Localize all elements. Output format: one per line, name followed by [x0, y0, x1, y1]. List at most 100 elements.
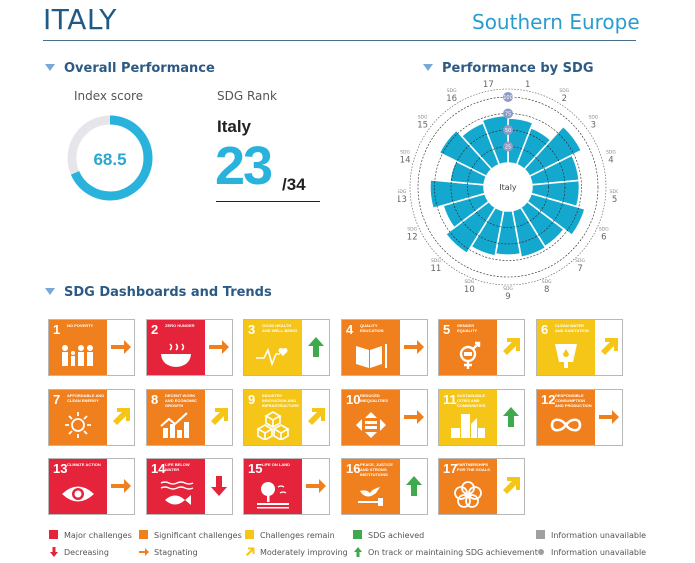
rank-country: Italy	[217, 117, 252, 136]
sdg-card-13[interactable]: 13 Climate action	[48, 458, 135, 515]
orange-swatch	[139, 530, 148, 539]
country-title: ITALY	[43, 3, 117, 36]
region-title: Southern Europe	[472, 10, 640, 34]
sdg-card-17[interactable]: 17 Partnerships for the goals	[438, 458, 525, 515]
sdg-polar-chart: Italy255075100SDG1SDG2SDG3SDG4SDG5SDG6SD…	[398, 78, 618, 300]
grid-ring-100	[417, 96, 599, 278]
sdg-axis-label-13: SDG13	[398, 189, 407, 205]
sdg-card-6[interactable]: 6 Clean water and sanitation	[536, 319, 623, 376]
rings-icon	[454, 481, 482, 508]
dove-icon	[358, 487, 383, 506]
sdg-card-16[interactable]: 16 Peace, justice and strong institution…	[341, 458, 428, 515]
down-arrow-icon	[50, 547, 58, 557]
sdg-title: Good health and well-being	[262, 323, 298, 333]
sdg-title: Affordable and clean energy	[67, 393, 105, 403]
legend-stagnating-label: Stagnating	[154, 548, 198, 557]
sdg-card-7[interactable]: 7 Affordable and clean energy	[48, 389, 135, 446]
triangle-icon	[45, 64, 55, 71]
sdg-card-1[interactable]: 1 No poverty	[48, 319, 135, 376]
sdg-card-14[interactable]: 14 Life below water	[146, 458, 233, 515]
legend-major: Major challenges	[49, 530, 132, 540]
legend-unavailable-dot-label: Information unavailable	[551, 548, 647, 557]
sdg-tile: 10 Reduced inequalities	[342, 390, 400, 445]
sdg-number: 14	[400, 156, 411, 166]
index-score-label: Index score	[74, 89, 144, 103]
sdg-card-12[interactable]: 12 Responsible consumption and productio…	[536, 389, 623, 446]
sdg-tile: 6 Clean water and sanitation	[537, 320, 595, 375]
sdg-number: 4	[346, 322, 354, 337]
legend-improving: Moderately improving	[245, 547, 348, 557]
sdg-card-8[interactable]: 8 Decent work and economic growth	[146, 389, 233, 446]
rank-total: /34	[282, 175, 306, 194]
legend-decreasing: Decreasing	[49, 547, 109, 557]
sdg-tile: 1 No poverty	[49, 320, 107, 375]
sdg-card-10[interactable]: 10 Reduced inequalities	[341, 389, 428, 446]
sun-icon	[65, 412, 91, 438]
sdg-prefix: SDG	[447, 88, 457, 94]
header-divider	[43, 40, 636, 41]
legend-unavailable-label: Information unavailable	[551, 531, 647, 540]
right-arrow-icon	[404, 340, 424, 354]
grid-ring-75	[434, 113, 582, 261]
sdg-number: 17	[483, 80, 494, 90]
up-arrow-icon	[503, 407, 519, 427]
triangle-icon	[423, 64, 433, 71]
ring-label-75: 75	[505, 112, 511, 118]
sdg-card-9[interactable]: 9 Industry innovation and infrastructure	[243, 389, 330, 446]
sdg-card-11[interactable]: 11 Sustainable cities and communities	[438, 389, 525, 446]
sdg-number: 13	[398, 195, 407, 205]
sdg-number: 15	[417, 121, 428, 131]
water-icon	[555, 344, 577, 368]
sdg-number: 9	[248, 392, 256, 407]
ring-label-50: 50	[505, 128, 511, 134]
sdg-prefix: SDG	[418, 115, 428, 121]
sdg-title: Life on land	[262, 462, 290, 467]
ring-badge-25	[503, 141, 513, 152]
sdg-prefix: SDG	[606, 150, 616, 156]
ring-badge-75	[503, 108, 513, 119]
sdg-title: Responsible consumption and production	[555, 393, 592, 408]
sdg-number: 17	[443, 461, 458, 476]
right-arrow-icon	[111, 479, 131, 493]
buildings-icon	[451, 414, 485, 438]
sdg-prefix: SDG	[588, 115, 598, 121]
sdg-tile: 3 Good health and well-being	[244, 320, 302, 375]
equals-icon	[356, 412, 386, 438]
legend-achieved: SDG achieved	[353, 530, 424, 540]
up-arrow-icon	[406, 476, 422, 496]
sdg-card-15[interactable]: 15 Life on land	[243, 458, 330, 515]
sdg-number: 10	[346, 392, 361, 407]
sdg-number: 1	[525, 80, 530, 90]
sdg-number: 2	[151, 322, 159, 337]
sdg-prefix: SDG	[559, 88, 569, 94]
sdg-tile: 4 Quality education	[342, 320, 400, 375]
sdg-number: 10	[464, 285, 475, 295]
sdg-card-4[interactable]: 4 Quality education	[341, 319, 428, 376]
right-arrow-icon	[306, 479, 326, 493]
sdg-card-3[interactable]: 3 Good health and well-being	[243, 319, 330, 376]
index-score-value: 68.5	[93, 150, 126, 169]
sdg-number: 11	[431, 264, 442, 274]
sdg-card-2[interactable]: 2 Zero hunger	[146, 319, 233, 376]
index-score-donut: 68.5	[67, 115, 153, 201]
sdg-card-5[interactable]: 5 Gender equality	[438, 319, 525, 376]
sdg-number: 7	[577, 264, 582, 274]
legend-decreasing-label: Decreasing	[64, 548, 109, 557]
sdg-title: Climate action	[67, 462, 101, 467]
sdg-number: 5	[443, 322, 451, 337]
legend-achieved-label: SDG achieved	[368, 531, 425, 540]
sdg-prefix: SDG	[407, 227, 417, 233]
sdg-title: Partnerships for the goals	[457, 462, 490, 472]
legend-major-label: Major challenges	[64, 531, 132, 540]
sdg-title: No poverty	[67, 323, 94, 328]
center-circle	[484, 163, 532, 211]
diagonal-arrow-icon	[503, 477, 520, 494]
diagonal-arrow-icon	[503, 338, 520, 355]
